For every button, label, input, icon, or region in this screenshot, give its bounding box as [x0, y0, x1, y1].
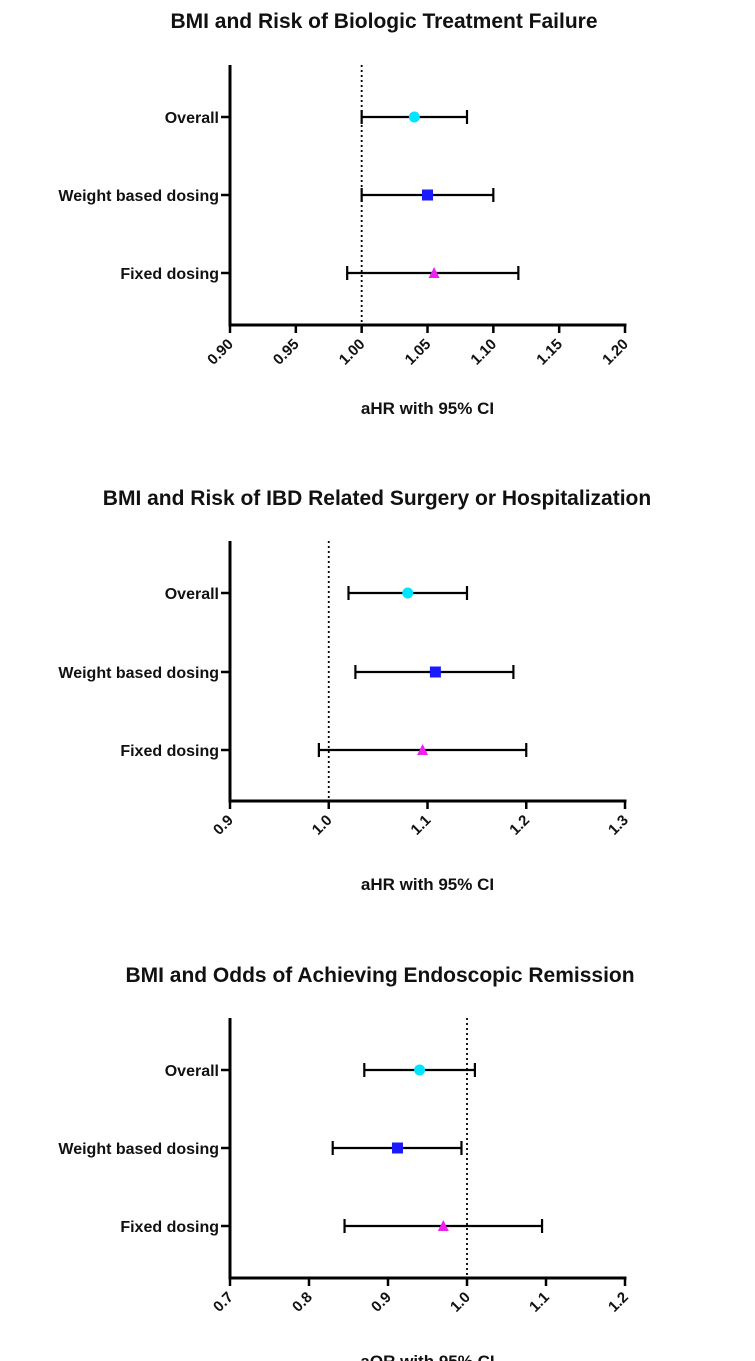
category-label: Overall	[165, 1063, 219, 1080]
estimate-square-marker	[422, 189, 433, 201]
x-tick-label: 0.7	[210, 1289, 237, 1316]
x-axis-label: aHR with 95% CI	[361, 399, 494, 418]
x-tick-label: 1.2	[605, 1289, 632, 1316]
forest-panel-1: BMI and Risk of Biologic Treatment Failu…	[58, 10, 631, 418]
x-tick-label: 1.0	[447, 1289, 474, 1316]
estimate-triangle-marker	[417, 744, 429, 755]
x-tick-label: 1.0	[309, 812, 336, 839]
estimate-circle-marker	[408, 111, 420, 123]
x-tick-label: 1.3	[605, 812, 632, 839]
estimate-triangle-marker	[437, 1220, 449, 1231]
category-label: Weight based dosing	[58, 1141, 219, 1158]
x-axis-label: aOR with 95% CI	[360, 1352, 494, 1361]
x-tick-label: 0.95	[270, 336, 303, 369]
chart-title: BMI and Odds of Achieving Endoscopic Rem…	[125, 964, 634, 987]
x-tick-label: 1.00	[336, 336, 369, 369]
x-tick-label: 1.2	[506, 812, 533, 839]
category-label: Fixed dosing	[120, 743, 219, 760]
x-tick-label: 0.9	[210, 812, 237, 839]
x-tick-label: 1.10	[467, 336, 500, 369]
category-label: Overall	[165, 110, 219, 127]
x-tick-label: 1.15	[533, 336, 566, 369]
category-label: Fixed dosing	[120, 266, 219, 283]
estimate-square-marker	[429, 666, 441, 678]
estimate-triangle-marker	[428, 267, 440, 278]
category-label: Fixed dosing	[120, 1219, 219, 1236]
x-tick-label: 1.1	[408, 812, 435, 839]
estimate-circle-marker	[402, 587, 414, 599]
x-tick-label: 0.9	[368, 1289, 395, 1316]
category-label: Overall	[165, 586, 219, 603]
forest-panel-3: BMI and Odds of Achieving Endoscopic Rem…	[58, 964, 634, 1361]
x-tick-label: 1.20	[599, 336, 632, 369]
chart-title: BMI and Risk of Biologic Treatment Failu…	[170, 10, 597, 33]
x-axis-label: aHR with 95% CI	[361, 875, 494, 894]
chart-title: BMI and Risk of IBD Related Surgery or H…	[103, 487, 651, 510]
x-tick-label: 1.05	[402, 336, 435, 369]
forest-panel-2: BMI and Risk of IBD Related Surgery or H…	[58, 487, 651, 894]
category-label: Weight based dosing	[58, 188, 219, 205]
category-label: Weight based dosing	[58, 665, 219, 682]
estimate-square-marker	[391, 1142, 403, 1154]
estimate-circle-marker	[414, 1064, 426, 1076]
x-tick-label: 0.90	[204, 336, 237, 369]
x-tick-label: 1.1	[526, 1289, 553, 1316]
x-tick-label: 0.8	[289, 1289, 316, 1316]
